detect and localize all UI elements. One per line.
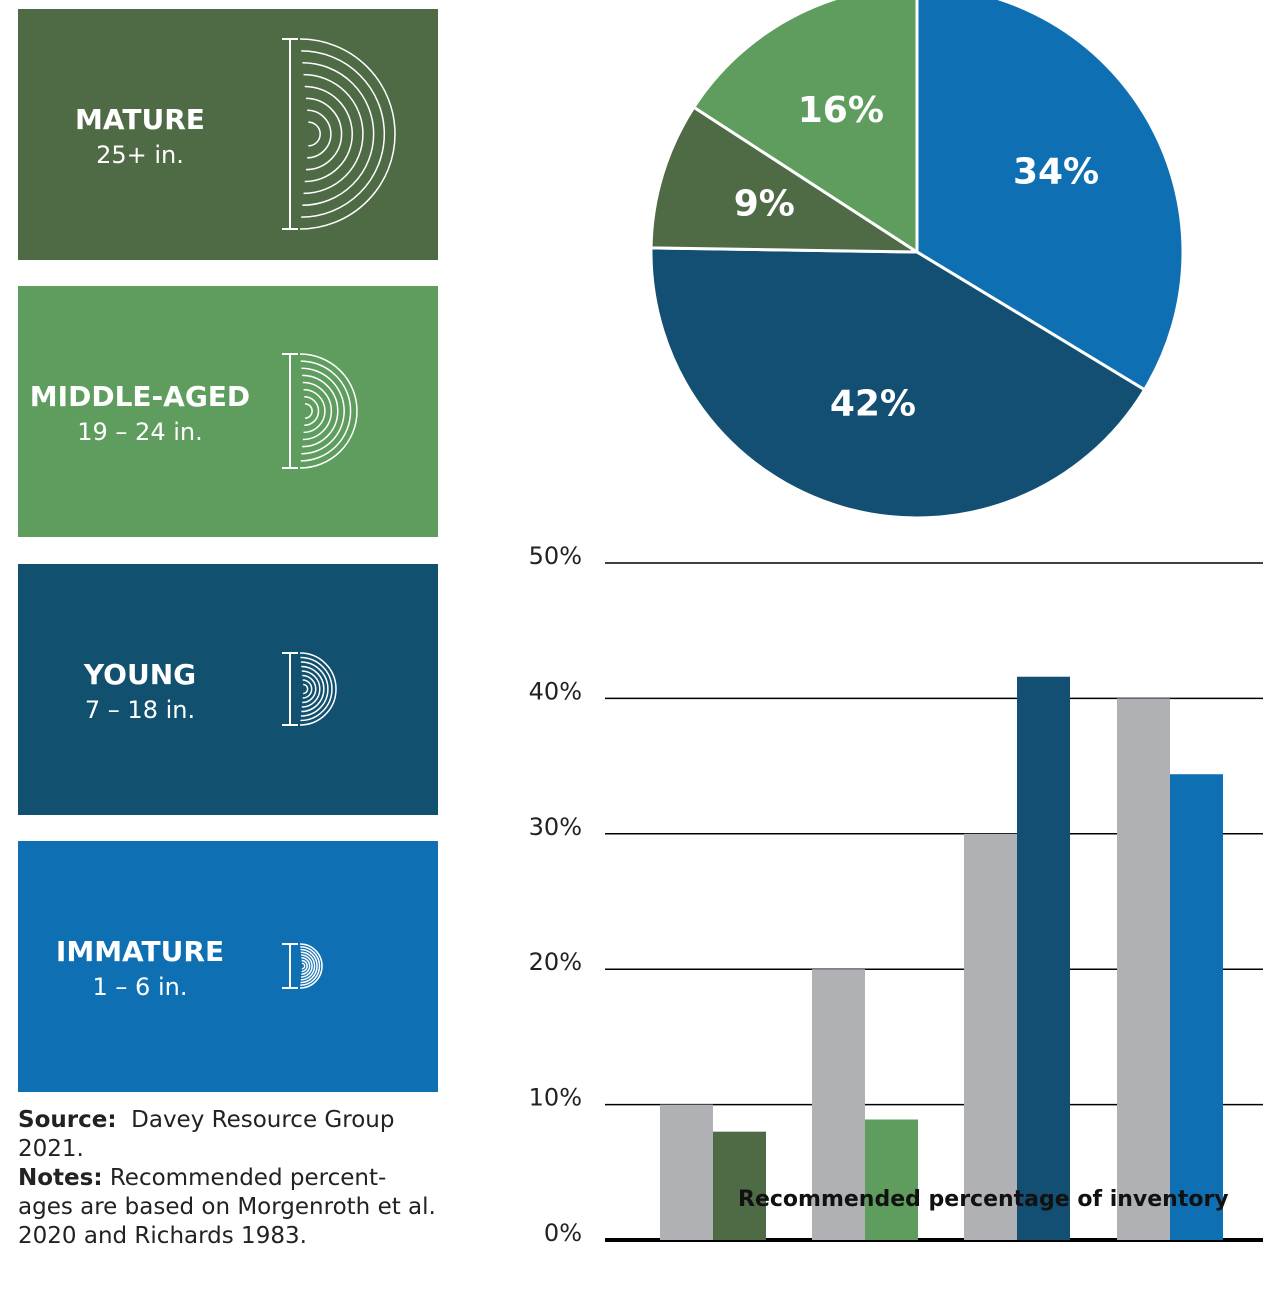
class-label: YOUNG xyxy=(83,658,196,691)
class-label: MATURE xyxy=(75,103,205,136)
class-label: MIDDLE-AGED xyxy=(30,380,250,413)
bar xyxy=(1117,698,1170,1240)
class-size: 7 – 18 in. xyxy=(85,696,195,724)
notes-label: Notes: xyxy=(18,1165,103,1191)
class-label: IMMATURE xyxy=(56,935,224,968)
pie-label: 16% xyxy=(798,90,884,131)
pie-label: 42% xyxy=(830,383,916,424)
page: {"age_classes": [ {"label": "MATURE", "s… xyxy=(0,0,1274,1300)
notes-body: Notes: Recommended percent-ages are base… xyxy=(18,1164,438,1251)
y-tick-label: 0% xyxy=(544,1219,582,1247)
chart: MATURE 25+ in. MIDDLE-AGED 19 – 24 in. YOUNG… xyxy=(0,0,1274,1300)
class-box xyxy=(18,564,438,815)
legend-label: Recommended percentage of inventory xyxy=(738,1187,1229,1212)
y-tick-label: 50% xyxy=(529,542,582,570)
legend-swatch xyxy=(664,1178,710,1220)
y-tick-label: 40% xyxy=(529,677,582,705)
class-size: 1 – 6 in. xyxy=(93,973,188,1001)
source-label: Source: xyxy=(18,1107,117,1133)
source: Source: Davey Resource Group 2021. xyxy=(18,1106,438,1164)
y-tick-label: 10% xyxy=(529,1084,582,1112)
bar xyxy=(964,834,1017,1240)
class-size: 19 – 24 in. xyxy=(77,418,202,446)
y-tick-label: 20% xyxy=(529,948,582,976)
notes: Source: Davey Resource Group 2021. Notes… xyxy=(18,1106,438,1251)
pie-label: 34% xyxy=(1013,152,1099,193)
bar xyxy=(713,1132,766,1240)
y-tick-label: 30% xyxy=(529,813,582,841)
bar xyxy=(1170,774,1223,1240)
bar xyxy=(865,1119,918,1240)
pie-label: 9% xyxy=(734,184,795,225)
class-size: 25+ in. xyxy=(96,141,184,169)
bar xyxy=(1017,677,1070,1240)
